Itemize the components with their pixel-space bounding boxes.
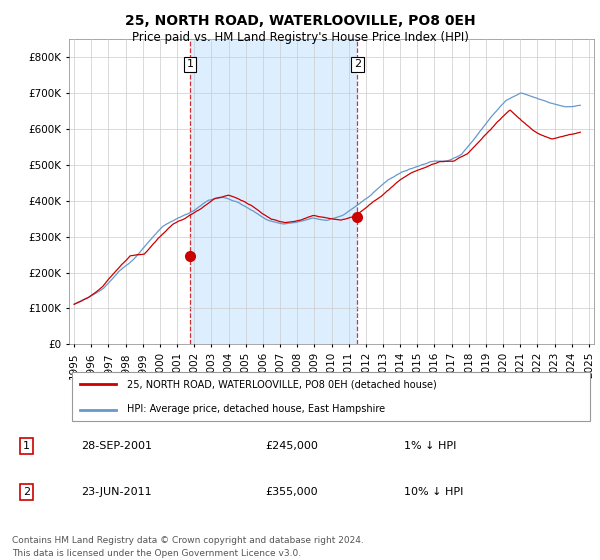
- Text: 25, NORTH ROAD, WATERLOOVILLE, PO8 0EH: 25, NORTH ROAD, WATERLOOVILLE, PO8 0EH: [125, 14, 475, 28]
- Text: 1% ↓ HPI: 1% ↓ HPI: [404, 441, 456, 451]
- Text: Price paid vs. HM Land Registry's House Price Index (HPI): Price paid vs. HM Land Registry's House …: [131, 31, 469, 44]
- Bar: [190, 39, 357, 344]
- Text: 2: 2: [23, 487, 30, 497]
- Text: 28-SEP-2001: 28-SEP-2001: [81, 441, 152, 451]
- Text: 23-JUN-2011: 23-JUN-2011: [81, 487, 152, 497]
- Text: 25, NORTH ROAD, WATERLOOVILLE, PO8 0EH (detached house): 25, NORTH ROAD, WATERLOOVILLE, PO8 0EH (…: [127, 380, 437, 390]
- Text: 10% ↓ HPI: 10% ↓ HPI: [404, 487, 463, 497]
- Text: 1: 1: [23, 441, 30, 451]
- Text: Contains HM Land Registry data © Crown copyright and database right 2024.: Contains HM Land Registry data © Crown c…: [12, 536, 364, 545]
- Text: £245,000: £245,000: [265, 441, 319, 451]
- Text: This data is licensed under the Open Government Licence v3.0.: This data is licensed under the Open Gov…: [12, 549, 301, 558]
- Text: 2: 2: [353, 59, 361, 69]
- FancyBboxPatch shape: [71, 372, 590, 421]
- Text: 1: 1: [187, 59, 193, 69]
- Text: HPI: Average price, detached house, East Hampshire: HPI: Average price, detached house, East…: [127, 404, 385, 414]
- Text: £355,000: £355,000: [265, 487, 318, 497]
